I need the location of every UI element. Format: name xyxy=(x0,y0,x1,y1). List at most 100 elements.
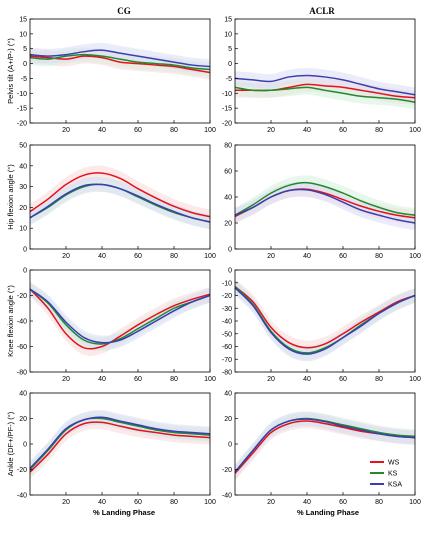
x-tick-label: 60 xyxy=(339,499,347,506)
y-tick-label: -20 xyxy=(17,121,27,128)
y-tick-label: 15 xyxy=(19,17,27,24)
y-tick-label: -50 xyxy=(222,331,232,338)
plot-frame xyxy=(29,144,211,250)
series-line-ks xyxy=(235,86,415,103)
series-line-ksa xyxy=(235,418,415,473)
x-tick-label: 100 xyxy=(204,376,216,383)
x-axis-label-left: % Landing Phase xyxy=(93,508,155,517)
x-tick-label: 20 xyxy=(62,376,70,383)
x-tick-label: 40 xyxy=(303,253,311,260)
x-tick-label: 60 xyxy=(339,253,347,260)
y-axis-label: Knee flexion angle (°) xyxy=(6,285,15,357)
y-tick-label: 5 xyxy=(23,46,27,53)
series-line-ks xyxy=(30,53,210,71)
y-tick-label: -10 xyxy=(17,91,27,98)
y-tick-label: 0 xyxy=(228,268,232,275)
y-tick-label: 20 xyxy=(224,416,232,423)
x-tick-label: 40 xyxy=(98,499,106,506)
x-tick-label: 40 xyxy=(98,376,106,383)
x-tick-label: 60 xyxy=(339,376,347,383)
series-line-ksa xyxy=(235,188,415,224)
x-tick-label: 20 xyxy=(267,499,275,506)
series-line-ksa xyxy=(235,74,415,96)
y-tick-label: 40 xyxy=(19,391,27,398)
y-axis-label: Pelvis tilt (A+/P-) (°) xyxy=(6,38,15,104)
y-tick-label: -20 xyxy=(222,121,232,128)
y-tick-label: -20 xyxy=(222,293,232,300)
y-tick-label: -40 xyxy=(17,493,27,500)
series-line-ws xyxy=(30,172,210,218)
y-tick-label: -40 xyxy=(17,319,27,326)
sd-band-ksa xyxy=(235,68,415,103)
y-tick-label: 40 xyxy=(224,391,232,398)
series-line-ws xyxy=(30,421,210,473)
y-tick-label: 0 xyxy=(228,442,232,449)
y-tick-label: -10 xyxy=(222,91,232,98)
x-tick-label: 60 xyxy=(134,253,142,260)
series-line-ws xyxy=(30,288,210,350)
x-tick-label: 80 xyxy=(170,127,178,134)
y-tick-label: -80 xyxy=(222,370,232,377)
y-tick-label: -15 xyxy=(17,106,27,113)
y-tick-label: 0 xyxy=(23,442,27,449)
series-line-ksa xyxy=(30,288,210,344)
x-tick-label: 40 xyxy=(303,127,311,134)
panel-1-0: 0 10 20 30 40 50 20 40 60 80 100 Hip flexion angle … xyxy=(6,143,216,261)
y-tick-label: -80 xyxy=(17,370,27,377)
y-tick-label: -30 xyxy=(222,306,232,313)
x-tick-label: 80 xyxy=(170,376,178,383)
x-tick-label: 60 xyxy=(339,127,347,134)
x-axis-label-right: % Landing Phase xyxy=(297,508,359,517)
x-tick-label: 80 xyxy=(170,253,178,260)
x-tick-label: 100 xyxy=(409,499,421,506)
y-tick-label: 80 xyxy=(224,143,232,150)
panel-3-0: -40 -20 0 20 40 20 40 60 80 100 Ankle (DF+/PF-) (°… xyxy=(6,391,216,507)
x-tick-label: 100 xyxy=(409,127,421,134)
x-tick-label: 100 xyxy=(204,127,216,134)
y-axis-label: Hip flexion angle (°) xyxy=(6,164,15,230)
y-tick-label: -10 xyxy=(222,280,232,287)
y-tick-label: -60 xyxy=(17,344,27,351)
sd-band-ksa xyxy=(235,411,415,480)
plot-frame xyxy=(234,18,416,124)
panel-2-1: -80 -70 -60 -50 -40 -30 -20 -10 0 20 40 60 80 100 xyxy=(222,268,421,384)
y-tick-label: 10 xyxy=(224,31,232,38)
x-tick-label: 20 xyxy=(267,253,275,260)
series-line-ws xyxy=(235,285,415,349)
column-title-cg: CG xyxy=(117,6,131,16)
x-tick-label: 80 xyxy=(375,127,383,134)
legend-label-ws: WS xyxy=(388,460,400,467)
panel-3-1: -40 -20 0 20 40 20 40 60 80 100 xyxy=(222,391,421,507)
x-tick-label: 100 xyxy=(409,253,421,260)
panel-0-1: -20 -15 -10 -5 0 5 10 15 20 40 60 80 100 xyxy=(222,17,421,135)
x-tick-label: 80 xyxy=(375,376,383,383)
x-tick-label: 60 xyxy=(134,376,142,383)
y-tick-label: 0 xyxy=(23,268,27,275)
y-tick-label: 20 xyxy=(19,416,27,423)
x-tick-label: 20 xyxy=(267,127,275,134)
y-tick-label: 0 xyxy=(23,247,27,254)
y-axis-label: Ankle (DF+/PF-) (°) xyxy=(6,411,15,476)
series-line-ks xyxy=(30,417,210,471)
series-line-ksa xyxy=(30,416,210,469)
legend: WS KS KSA xyxy=(370,460,402,489)
panel-2-0: -80 -60 -40 -20 0 20 40 60 80 100 Knee flexion ang… xyxy=(6,268,216,384)
x-tick-label: 40 xyxy=(98,127,106,134)
plot-frame xyxy=(29,18,211,124)
y-tick-label: -20 xyxy=(222,467,232,474)
panel-1-1: 0 20 40 60 80 20 40 60 80 100 xyxy=(224,143,421,261)
y-tick-label: -5 xyxy=(21,76,27,83)
y-tick-label: -20 xyxy=(17,467,27,474)
sd-band-ksa xyxy=(30,410,210,476)
y-tick-label: -40 xyxy=(222,493,232,500)
x-tick-label: 80 xyxy=(170,499,178,506)
y-tick-label: 50 xyxy=(19,143,27,150)
y-tick-label: -60 xyxy=(222,344,232,351)
x-tick-label: 60 xyxy=(134,499,142,506)
y-tick-label: -20 xyxy=(17,293,27,300)
x-tick-label: 100 xyxy=(409,376,421,383)
y-tick-label: -5 xyxy=(226,76,232,83)
x-tick-label: 100 xyxy=(204,499,216,506)
y-tick-label: 20 xyxy=(224,221,232,228)
